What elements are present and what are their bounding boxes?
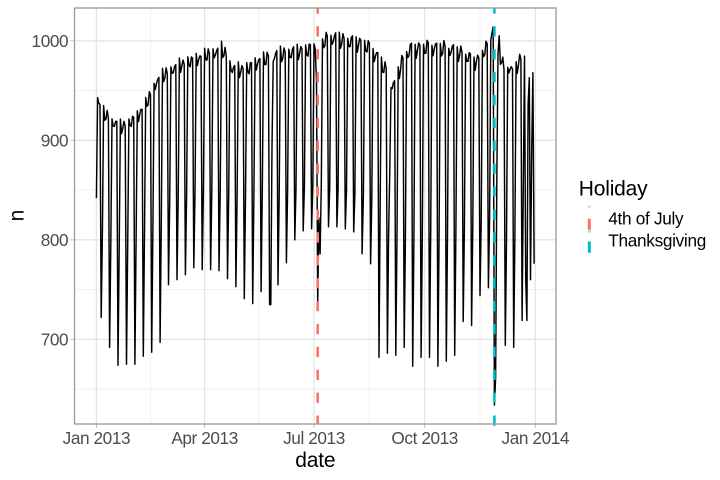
svg-text:date: date (295, 449, 335, 472)
svg-text:4th of July: 4th of July (608, 209, 684, 229)
svg-text:n: n (6, 210, 29, 221)
svg-text:1000: 1000 (32, 31, 69, 51)
svg-text:Jul 2013: Jul 2013 (283, 428, 345, 448)
svg-text:Oct 2013: Oct 2013 (391, 428, 458, 448)
svg-text:800: 800 (41, 230, 68, 250)
svg-text:Apr 2013: Apr 2013 (171, 428, 238, 448)
svg-text:Jan 2014: Jan 2014 (502, 428, 570, 448)
svg-text:900: 900 (41, 131, 68, 151)
svg-text:Jan 2013: Jan 2013 (63, 428, 131, 448)
svg-text:700: 700 (41, 330, 68, 350)
svg-text:Thanksgiving: Thanksgiving (608, 231, 706, 251)
svg-text:Holiday: Holiday (579, 177, 648, 200)
